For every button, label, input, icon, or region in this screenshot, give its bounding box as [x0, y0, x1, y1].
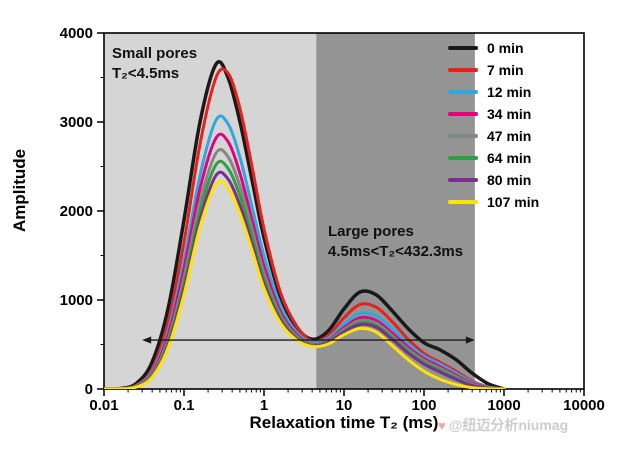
y-tick-label: 1000: [60, 292, 93, 309]
range-arrow-head-left: [142, 336, 152, 344]
legend-label: 107 min: [487, 194, 540, 210]
watermark-text: @纽迈分析niumag: [448, 417, 569, 433]
legend-label: 7 min: [487, 62, 524, 78]
small-pores-region: [104, 33, 317, 389]
watermark: ♥ @纽迈分析niumag: [438, 415, 568, 435]
x-tick-label: 100: [411, 397, 436, 414]
y-tick-label: 4000: [60, 25, 93, 42]
legend-item: 47 min: [448, 128, 539, 144]
heart-icon: ♥: [438, 417, 446, 433]
large-pores-label: Large pores: [328, 223, 414, 240]
x-tick-label: 1: [260, 397, 268, 414]
small-pores-label: Small pores: [112, 45, 198, 62]
legend-swatch: [448, 68, 478, 72]
x-tick-label: 0.01: [89, 397, 118, 414]
large-pores-annotation: Large pores 4.5ms<T₂<432.3ms: [328, 222, 463, 262]
legend-item: 0 min: [448, 40, 539, 56]
range-arrow-head-right: [465, 336, 475, 344]
legend-item: 7 min: [448, 62, 539, 78]
y-tick-label: 2000: [60, 203, 93, 220]
series-7-min: [104, 67, 506, 389]
y-tick-label: 3000: [60, 114, 93, 131]
y-tick-label: 0: [85, 381, 93, 398]
legend-label: 80 min: [487, 172, 532, 188]
x-tick-label: 1000: [487, 397, 520, 414]
legend-item: 64 min: [448, 150, 539, 166]
plot-frame: [103, 32, 585, 390]
legend-swatch: [448, 156, 478, 160]
x-tick-label: 0.1: [174, 397, 195, 414]
y-axis-title: Amplitude: [10, 148, 29, 232]
small-pores-annotation: Small pores T₂<4.5ms: [112, 44, 197, 84]
small-pores-range: T₂<4.5ms: [112, 65, 180, 82]
legend-label: 0 min: [487, 40, 524, 56]
legend-swatch: [448, 46, 478, 50]
legend-label: 12 min: [487, 84, 532, 100]
legend-label: 47 min: [487, 128, 532, 144]
legend-item: 12 min: [448, 84, 539, 100]
legend-item: 80 min: [448, 172, 539, 188]
legend-swatch: [448, 200, 478, 204]
legend: 0 min 7 min 12 min 34 min 47 min 64 min …: [448, 40, 539, 210]
x-tick-label: 10: [336, 397, 353, 414]
legend-item: 34 min: [448, 106, 539, 122]
legend-item: 107 min: [448, 194, 539, 210]
large-pores-range: 4.5ms<T₂<432.3ms: [328, 243, 464, 260]
x-axis-title: Relaxation time T₂ (ms): [249, 413, 439, 432]
x-tick-label: 10000: [563, 397, 605, 414]
legend-swatch: [448, 90, 478, 94]
legend-swatch: [448, 134, 478, 138]
legend-swatch: [448, 178, 478, 182]
legend-swatch: [448, 112, 478, 116]
legend-label: 34 min: [487, 106, 532, 122]
legend-label: 64 min: [487, 150, 532, 166]
